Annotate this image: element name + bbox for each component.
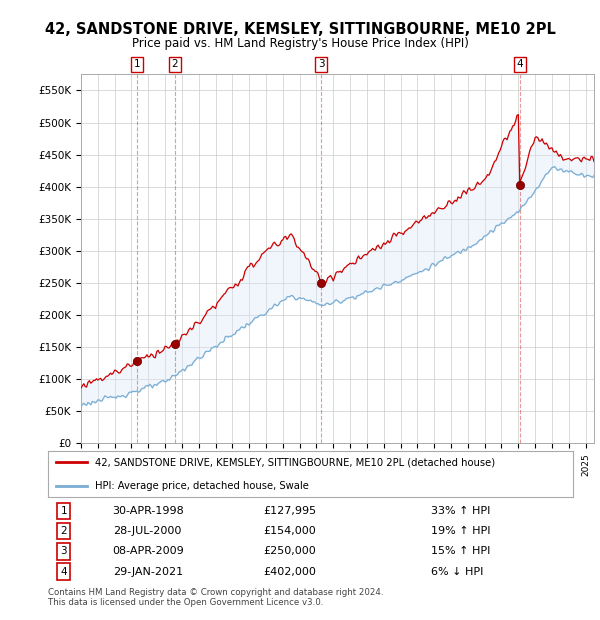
Text: 1: 1: [134, 60, 140, 69]
Text: 4: 4: [61, 567, 67, 577]
Text: £127,995: £127,995: [263, 507, 316, 516]
Text: 33% ↑ HPI: 33% ↑ HPI: [431, 507, 491, 516]
Text: 42, SANDSTONE DRIVE, KEMSLEY, SITTINGBOURNE, ME10 2PL (detached house): 42, SANDSTONE DRIVE, KEMSLEY, SITTINGBOU…: [95, 458, 496, 467]
Text: 19% ↑ HPI: 19% ↑ HPI: [431, 526, 491, 536]
Text: 30-APR-1998: 30-APR-1998: [112, 507, 184, 516]
Text: 3: 3: [61, 546, 67, 556]
Text: 08-APR-2009: 08-APR-2009: [112, 546, 184, 556]
Text: 3: 3: [318, 60, 325, 69]
Text: £402,000: £402,000: [263, 567, 316, 577]
Text: 42, SANDSTONE DRIVE, KEMSLEY, SITTINGBOURNE, ME10 2PL: 42, SANDSTONE DRIVE, KEMSLEY, SITTINGBOU…: [44, 22, 556, 37]
Text: 1: 1: [61, 507, 67, 516]
Text: HPI: Average price, detached house, Swale: HPI: Average price, detached house, Swal…: [95, 480, 309, 490]
Text: 15% ↑ HPI: 15% ↑ HPI: [431, 546, 491, 556]
Text: £250,000: £250,000: [263, 546, 316, 556]
Text: 2: 2: [172, 60, 178, 69]
Text: 6% ↓ HPI: 6% ↓ HPI: [431, 567, 484, 577]
Text: 4: 4: [517, 60, 523, 69]
Text: 28-JUL-2000: 28-JUL-2000: [113, 526, 182, 536]
Text: £154,000: £154,000: [263, 526, 316, 536]
Text: 29-JAN-2021: 29-JAN-2021: [113, 567, 183, 577]
Text: Price paid vs. HM Land Registry's House Price Index (HPI): Price paid vs. HM Land Registry's House …: [131, 37, 469, 50]
Text: Contains HM Land Registry data © Crown copyright and database right 2024.
This d: Contains HM Land Registry data © Crown c…: [48, 588, 383, 607]
Text: 2: 2: [61, 526, 67, 536]
